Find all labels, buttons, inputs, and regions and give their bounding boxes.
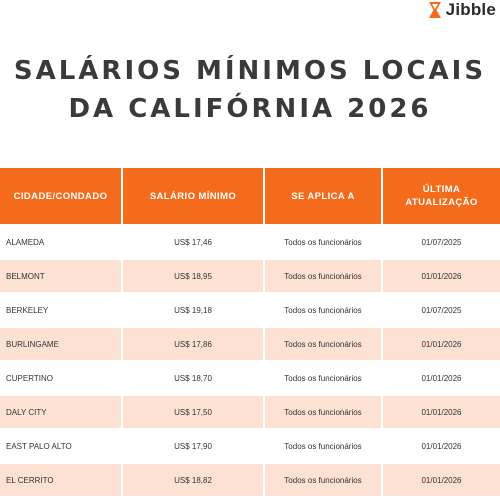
city-cell: BERKELEY [0,293,122,327]
city-cell: BURLINGAME [0,327,122,361]
applies-to-cell: Todos os funcionários [263,259,382,293]
table-row: BURLINGAME US$ 17,86 Todos os funcionários… [0,327,500,361]
table-row: DALY CITY US$ 17,50 Todos os funcionários 0… [0,395,500,429]
update-date-cell: 01/01/2026 [381,429,500,463]
header-wage: SALÁRIO MÍNIMO [121,168,264,225]
city-cell: EAST PALO ALTO [0,429,122,463]
city-cell: EL CERRITO [0,463,122,496]
city-cell: BELMONT [0,259,122,293]
applies-to-cell: Todos os funcionários [263,395,382,429]
wage-table: CIDADE/CONDADO SALÁRIO MÍNIMO SE APLICA … [0,168,500,496]
header-city: CIDADE/CONDADO [0,168,122,225]
city-cell: CUPERTINO [0,361,122,395]
table-row: BELMONT US$ 18,95 Todos os funcionários 01/… [0,259,500,293]
update-date-cell: 01/01/2026 [381,395,500,429]
page-title: SALÁRIOS MÍNIMOS LOCAIS DA CALIFÓRNIA 20… [0,52,500,128]
update-date-cell: 01/01/2026 [381,259,500,293]
table-header: CIDADE/CONDADO SALÁRIO MÍNIMO SE APLICA … [0,168,500,225]
table-row: BERKELEY US$ 19,18 Todos os funcionários 01… [0,293,500,327]
applies-to-cell: Todos os funcionários [263,225,382,259]
wage-cell: US$ 18,82 [121,463,264,496]
table-row: EL CERRITO US$ 18,82 Todos os funcionários… [0,463,500,496]
table-row: CUPERTINO US$ 18,70 Todos os funcionários 0… [0,361,500,395]
page-title-line2: DA CALIFÓRNIA 2026 [68,94,432,124]
wage-cell: US$ 19,18 [121,293,264,327]
wage-cell: US$ 17,90 [121,429,264,463]
hourglass-icon [428,2,441,18]
city-cell: DALY CITY [0,395,122,429]
update-date-cell: 01/07/2025 [381,293,500,327]
brand-logo-text: Jibble [445,0,496,19]
wage-cell: US$ 18,70 [121,361,264,395]
applies-to-cell: Todos os funcionários [263,293,382,327]
page-title-line1: SALÁRIOS MÍNIMOS LOCAIS [13,56,487,86]
applies-to-cell: Todos os funcionários [263,429,382,463]
table-row: ALAMEDA US$ 17,46 Todos os funcionários 01/… [0,225,500,259]
applies-to-cell: Todos os funcionários [263,463,382,496]
applies-to-cell: Todos os funcionários [263,327,382,361]
brand-logo: Jibble [428,0,496,20]
wage-cell: US$ 18,95 [121,259,264,293]
table-body: ALAMEDA US$ 17,46 Todos os funcionários 01/… [0,225,500,496]
update-date-cell: 01/01/2026 [381,361,500,395]
wage-cell: US$ 17,46 [121,225,264,259]
update-date-cell: 01/01/2026 [381,327,500,361]
wage-cell: US$ 17,50 [121,395,264,429]
update-date-cell: 01/07/2025 [381,225,500,259]
header-last-update: ÚLTIMA ATUALIZAÇÃO [381,168,500,225]
city-cell: ALAMEDA [0,225,122,259]
wage-cell: US$ 17,86 [121,327,264,361]
table-row: EAST PALO ALTO US$ 17,90 Todos os funcioná… [0,429,500,463]
header-applies-to: SE APLICA A [263,168,382,225]
applies-to-cell: Todos os funcionários [263,361,382,395]
update-date-cell: 01/01/2026 [381,463,500,496]
